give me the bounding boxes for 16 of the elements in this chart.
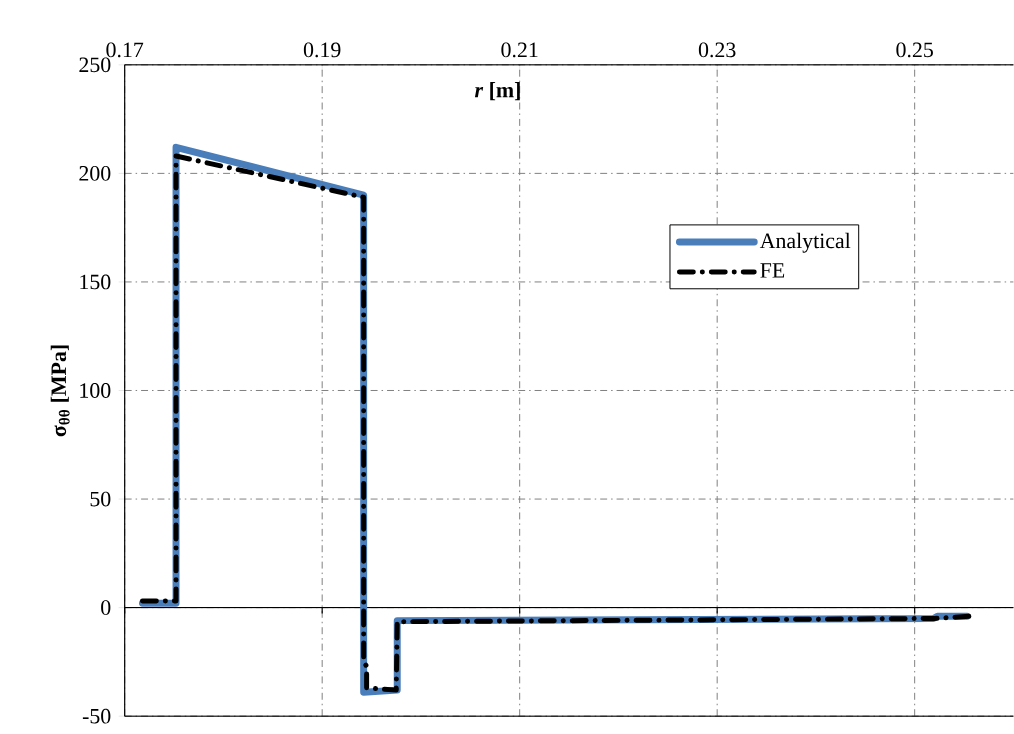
y-tick-label: -50 (82, 708, 111, 724)
x-tick-label: 0.21 (501, 42, 538, 58)
y-tick-label: 100 (80, 383, 111, 398)
x-tick-label: 0.25 (896, 42, 933, 58)
y-tick-label: 250 (79, 57, 111, 73)
legend-label: Analytical (759, 232, 851, 253)
y-tick-label: 50 (90, 491, 111, 507)
x-axis-title: r [m] (474, 82, 520, 101)
legend-label: FE (760, 263, 785, 278)
x-tick-label: 0.17 (106, 42, 144, 58)
y-axis-title: σ$_{θθ}$ [MPa] (50, 345, 70, 437)
x-tick-label: 0.19 (303, 42, 341, 58)
x-tick-label: 0.23 (698, 42, 736, 58)
y-tick-label: 200 (79, 165, 111, 181)
y-tick-label: 0 (101, 600, 111, 615)
y-tick-label: 150 (80, 274, 111, 290)
